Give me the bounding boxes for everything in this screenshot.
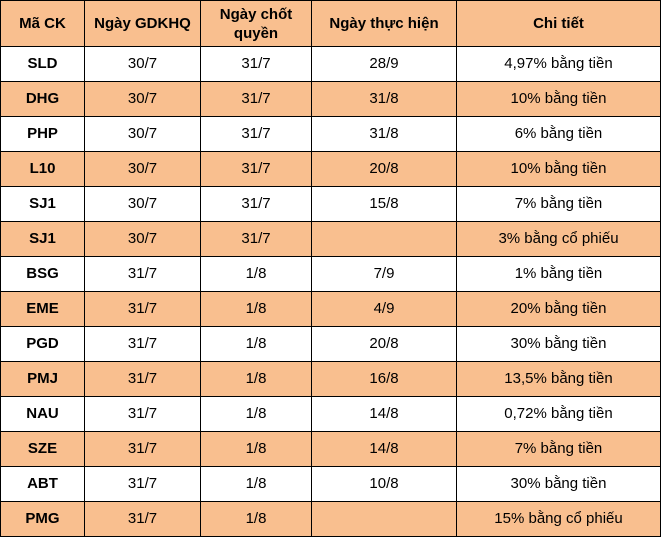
cell-record-date: 1/8 xyxy=(200,326,312,362)
cell-detail: 0,72% bằng tiền xyxy=(456,396,661,432)
cell-ex-date: 31/7 xyxy=(84,501,201,537)
cell-pay-date: 15/8 xyxy=(311,186,457,222)
cell-ex-date: 31/7 xyxy=(84,431,201,467)
cell-ex-date: 30/7 xyxy=(84,116,201,152)
cell-detail: 10% bằng tiền xyxy=(456,81,661,117)
cell-record-date: 1/8 xyxy=(200,256,312,292)
table-header: Mã CK Ngày GDKHQ Ngày chốt quyền Ngày th… xyxy=(0,0,661,47)
cell-record-date: 31/7 xyxy=(200,46,312,82)
table-row: BSG 31/7 1/8 7/9 1% bằng tiền xyxy=(0,256,661,292)
cell-record-date: 1/8 xyxy=(200,501,312,537)
cell-detail: 20% bằng tiền xyxy=(456,291,661,327)
table-row: L10 30/7 31/7 20/8 10% bằng tiền xyxy=(0,151,661,187)
cell-ex-date: 30/7 xyxy=(84,46,201,82)
cell-ex-date: 30/7 xyxy=(84,186,201,222)
cell-pay-date: 10/8 xyxy=(311,466,457,502)
cell-pay-date: 14/8 xyxy=(311,396,457,432)
cell-code: PGD xyxy=(0,326,85,362)
cell-code: PMJ xyxy=(0,361,85,397)
header-detail: Chi tiết xyxy=(456,0,661,47)
cell-ex-date: 31/7 xyxy=(84,466,201,502)
table-row: SJ1 30/7 31/7 3% bằng cổ phiếu xyxy=(0,221,661,257)
header-code: Mã CK xyxy=(0,0,85,47)
table-row: PHP 30/7 31/7 31/8 6% bằng tiền xyxy=(0,116,661,152)
header-pay-date: Ngày thực hiện xyxy=(311,0,457,47)
cell-detail: 30% bằng tiền xyxy=(456,466,661,502)
cell-code: NAU xyxy=(0,396,85,432)
cell-detail: 13,5% bằng tiền xyxy=(456,361,661,397)
cell-pay-date: 16/8 xyxy=(311,361,457,397)
header-row: Mã CK Ngày GDKHQ Ngày chốt quyền Ngày th… xyxy=(0,0,661,47)
cell-record-date: 1/8 xyxy=(200,396,312,432)
cell-code: SJ1 xyxy=(0,221,85,257)
cell-record-date: 31/7 xyxy=(200,186,312,222)
cell-code: SLD xyxy=(0,46,85,82)
cell-pay-date: 20/8 xyxy=(311,151,457,187)
cell-detail: 30% bằng tiền xyxy=(456,326,661,362)
cell-record-date: 31/7 xyxy=(200,116,312,152)
cell-ex-date: 31/7 xyxy=(84,396,201,432)
cell-detail: 6% bằng tiền xyxy=(456,116,661,152)
cell-record-date: 1/8 xyxy=(200,431,312,467)
cell-pay-date: 31/8 xyxy=(311,116,457,152)
table-row: SZE 31/7 1/8 14/8 7% bằng tiền xyxy=(0,431,661,467)
cell-ex-date: 30/7 xyxy=(84,151,201,187)
cell-pay-date: 7/9 xyxy=(311,256,457,292)
cell-detail: 4,97% bằng tiền xyxy=(456,46,661,82)
table-row: SLD 30/7 31/7 28/9 4,97% bằng tiền xyxy=(0,46,661,82)
cell-ex-date: 30/7 xyxy=(84,221,201,257)
cell-record-date: 1/8 xyxy=(200,291,312,327)
table-row: EME 31/7 1/8 4/9 20% bằng tiền xyxy=(0,291,661,327)
cell-record-date: 31/7 xyxy=(200,221,312,257)
cell-pay-date: 4/9 xyxy=(311,291,457,327)
cell-detail: 7% bằng tiền xyxy=(456,186,661,222)
table-row: PMG 31/7 1/8 15% bằng cổ phiếu xyxy=(0,501,661,537)
cell-code: EME xyxy=(0,291,85,327)
cell-ex-date: 31/7 xyxy=(84,361,201,397)
cell-code: DHG xyxy=(0,81,85,117)
cell-pay-date: 28/9 xyxy=(311,46,457,82)
table-row: DHG 30/7 31/7 31/8 10% bằng tiền xyxy=(0,81,661,117)
cell-detail: 3% bằng cổ phiếu xyxy=(456,221,661,257)
cell-record-date: 1/8 xyxy=(200,466,312,502)
cell-ex-date: 31/7 xyxy=(84,291,201,327)
cell-pay-date xyxy=(311,501,457,537)
cell-record-date: 1/8 xyxy=(200,361,312,397)
cell-code: ABT xyxy=(0,466,85,502)
cell-detail: 1% bằng tiền xyxy=(456,256,661,292)
cell-ex-date: 30/7 xyxy=(84,81,201,117)
cell-pay-date xyxy=(311,221,457,257)
table-row: PMJ 31/7 1/8 16/8 13,5% bằng tiền xyxy=(0,361,661,397)
cell-code: SZE xyxy=(0,431,85,467)
header-record-date: Ngày chốt quyền xyxy=(200,0,312,47)
cell-code: PMG xyxy=(0,501,85,537)
cell-pay-date: 14/8 xyxy=(311,431,457,467)
cell-detail: 10% bằng tiền xyxy=(456,151,661,187)
cell-code: SJ1 xyxy=(0,186,85,222)
cell-detail: 15% bằng cổ phiếu xyxy=(456,501,661,537)
cell-pay-date: 20/8 xyxy=(311,326,457,362)
table-body: SLD 30/7 31/7 28/9 4,97% bằng tiền DHG 30/7 31/… xyxy=(0,46,661,537)
table-row: NAU 31/7 1/8 14/8 0,72% bằng tiền xyxy=(0,396,661,432)
table-row: SJ1 30/7 31/7 15/8 7% bằng tiền xyxy=(0,186,661,222)
header-ex-date: Ngày GDKHQ xyxy=(84,0,201,47)
cell-pay-date: 31/8 xyxy=(311,81,457,117)
cell-code: BSG xyxy=(0,256,85,292)
cell-ex-date: 31/7 xyxy=(84,326,201,362)
table-row: ABT 31/7 1/8 10/8 30% bằng tiền xyxy=(0,466,661,502)
cell-code: L10 xyxy=(0,151,85,187)
cell-code: PHP xyxy=(0,116,85,152)
cell-record-date: 31/7 xyxy=(200,151,312,187)
table-row: PGD 31/7 1/8 20/8 30% bằng tiền xyxy=(0,326,661,362)
cell-ex-date: 31/7 xyxy=(84,256,201,292)
cell-record-date: 31/7 xyxy=(200,81,312,117)
cell-detail: 7% bằng tiền xyxy=(456,431,661,467)
